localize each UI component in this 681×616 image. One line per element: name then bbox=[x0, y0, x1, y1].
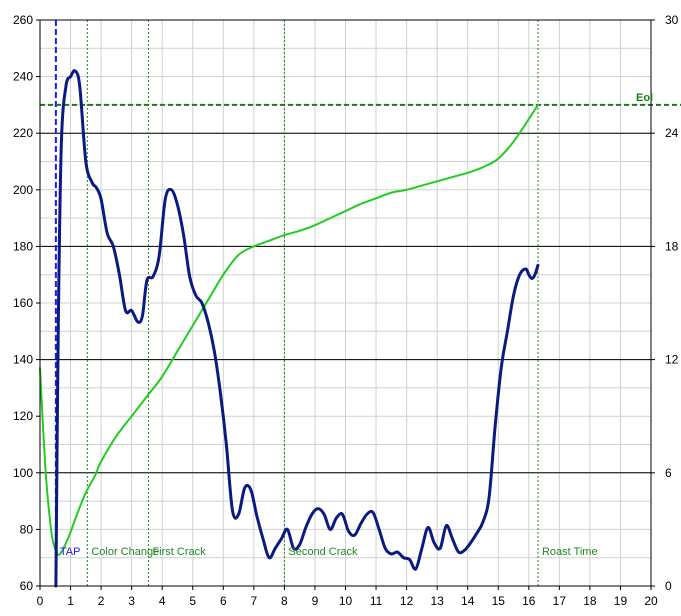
x-tick-label: 15 bbox=[492, 594, 506, 608]
event-label: Second Crack bbox=[288, 546, 358, 558]
bean-temp-series-line bbox=[39, 103, 539, 556]
y-right-tick-label: 18 bbox=[665, 239, 679, 253]
y-left-tick-label: 200 bbox=[13, 183, 33, 197]
y-left-tick-label: 140 bbox=[13, 353, 33, 367]
x-tick-label: 19 bbox=[614, 594, 628, 608]
y-left-tick-label: 220 bbox=[13, 126, 33, 140]
x-tick-label: 1 bbox=[67, 594, 74, 608]
y-right-tick-label: 12 bbox=[665, 353, 679, 367]
tick-labels: 0 1 2 3 4 5 6 7 8 9 10 11 12 13 14 15 16 17 18 19 2060801001… bbox=[13, 13, 679, 608]
event-label: First Crack bbox=[152, 546, 206, 558]
y-left-tick-label: 260 bbox=[13, 13, 33, 27]
y-left-tick-label: 60 bbox=[20, 579, 34, 593]
event-label: Color Change bbox=[91, 546, 159, 558]
event-label: Roast Time bbox=[542, 546, 598, 558]
x-tick-label: 18 bbox=[583, 594, 597, 608]
x-tick-label: 8 bbox=[281, 594, 288, 608]
x-tick-label: 20 bbox=[644, 594, 658, 608]
x-tick-label: 4 bbox=[159, 594, 166, 608]
y-right-tick-label: 6 bbox=[665, 466, 672, 480]
x-tick-label: 12 bbox=[400, 594, 414, 608]
x-tick-label: 0 bbox=[37, 594, 44, 608]
y-left-tick-label: 120 bbox=[13, 409, 33, 423]
x-tick-label: 13 bbox=[430, 594, 444, 608]
y-left-tick-label: 100 bbox=[13, 466, 33, 480]
x-tick-label: 11 bbox=[370, 594, 383, 608]
y-left-tick-label: 240 bbox=[13, 70, 33, 84]
y-left-tick-label: 80 bbox=[20, 522, 34, 536]
x-tick-label: 6 bbox=[220, 594, 227, 608]
x-tick-label: 9 bbox=[312, 594, 319, 608]
x-tick-label: 2 bbox=[98, 594, 105, 608]
event-label: TAP bbox=[60, 546, 81, 558]
y-left-tick-label: 160 bbox=[13, 296, 33, 310]
end-line-label: Eol bbox=[636, 92, 653, 104]
y-right-tick-label: 0 bbox=[665, 579, 672, 593]
x-tick-label: 10 bbox=[339, 594, 353, 608]
x-tick-label: 16 bbox=[522, 594, 536, 608]
x-tick-label: 14 bbox=[461, 594, 475, 608]
y-right-tick-label: 30 bbox=[665, 13, 679, 27]
ror-series-line bbox=[54, 69, 540, 588]
x-tick-label: 17 bbox=[553, 594, 567, 608]
x-tick-label: 5 bbox=[189, 594, 196, 608]
x-tick-label: 7 bbox=[251, 594, 258, 608]
y-left-tick-label: 180 bbox=[13, 239, 33, 253]
x-tick-label: 3 bbox=[128, 594, 135, 608]
y-right-tick-label: 24 bbox=[665, 126, 679, 140]
series-layer bbox=[39, 69, 540, 588]
